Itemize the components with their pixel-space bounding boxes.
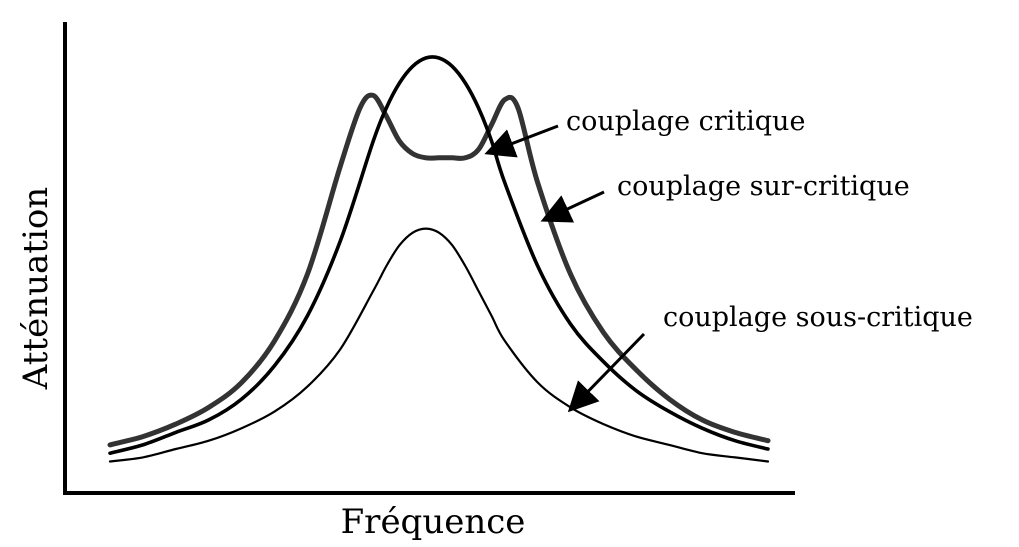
annotation-critique: couplage critique — [566, 106, 805, 137]
x-axis-label: Fréquence — [341, 502, 526, 542]
axes — [63, 22, 795, 495]
arrow-sous-critique — [567, 332, 646, 413]
series-line-critique — [108, 55, 770, 455]
arrow-critique — [484, 124, 559, 158]
series-line-sur-critique — [107, 92, 771, 448]
annotation-sur-critique: couplage sur-critique — [617, 171, 910, 202]
curves-group — [107, 55, 771, 463]
annotations-group: couplage critique couplage sur-critique … — [484, 106, 973, 413]
arrow-sur-critique — [540, 190, 605, 223]
annotation-sous-critique: couplage sous-critique — [663, 302, 973, 333]
series-line-sous-critique — [108, 227, 770, 463]
y-axis-label: Atténuation — [16, 187, 56, 390]
